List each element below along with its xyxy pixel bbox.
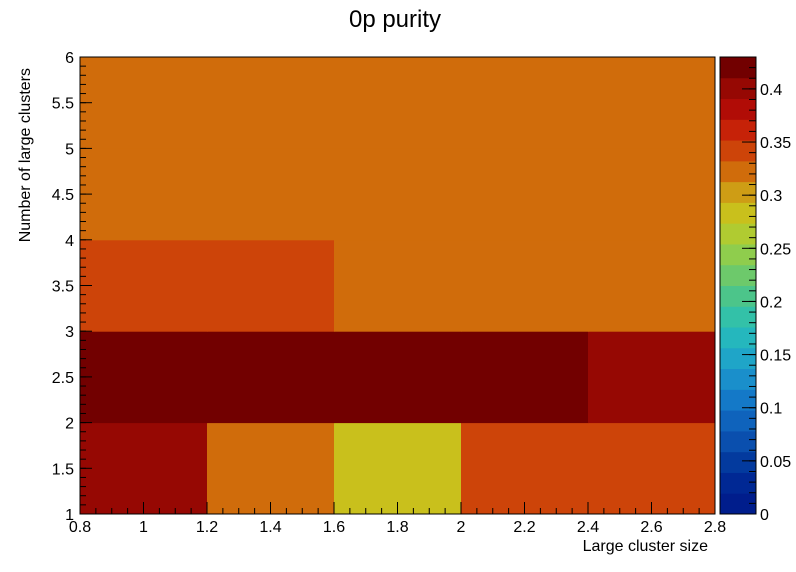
color-scale-band [720,389,756,411]
color-scale-band [720,243,756,266]
color-scale-band [720,451,756,473]
color-scale-band [720,472,756,494]
y-tick-label: 4 [65,233,74,250]
heatmap-cell [588,331,716,424]
color-scale: 0 0.05 0.1 0.15 0.2 0.25 0.3 0.35 0.4 [719,56,791,524]
color-scale-band [720,119,756,141]
heatmap-cell [207,148,335,241]
heatmap-cell [461,57,589,149]
color-scale-band [720,140,756,162]
color-scale-tick-label: 0.1 [760,401,782,418]
color-scale-band [720,410,756,432]
heatmap-cell [461,331,589,424]
color-scale-tick-label: 0.25 [760,241,791,258]
y-tick-label: 3.5 [52,279,74,296]
y-tick-label: 1.5 [52,461,74,478]
color-scale-band [720,223,756,245]
chart-title: 0p purity [349,6,441,33]
color-scale-tick-label: 0.3 [760,188,782,205]
x-tick-label: 2.2 [513,519,535,536]
color-scale-band [720,160,756,183]
heatmap-cell [334,239,462,332]
heatmap-cell [207,239,335,332]
x-tick-label: 2.8 [704,519,726,536]
heatmap-cell [207,57,335,149]
y-tick-label: 4.5 [52,187,74,204]
x-tick-label: 1.6 [323,519,345,536]
heatmap-cell [207,422,335,515]
color-scale-band [720,264,756,286]
x-tick-label: 1.2 [196,519,218,536]
color-scale-band [720,98,756,120]
color-scale-tick-label: 0.05 [760,454,791,471]
x-tick-label: 2.4 [577,519,599,536]
x-tick-label: 1.4 [259,519,281,536]
y-tick-label: 1 [65,507,74,524]
y-axis-label: Number of large clusters [17,68,34,242]
x-axis-label: Large cluster size [583,538,708,555]
heatmap-cell [80,422,208,515]
heatmap-cell [588,422,716,515]
color-scale-border [719,56,757,515]
color-scale-band [720,57,756,79]
heatmap-cell [334,422,462,515]
color-scale-band [720,306,756,328]
color-scale-band [720,368,756,390]
color-scale-band [720,327,756,349]
x-tick-label: 1.8 [386,519,408,536]
heatmap-cell [334,148,462,241]
x-tick-label: 1 [139,519,148,536]
x-axis: 0.8 1 1.2 1.4 1.6 1.8 2 2.2 2.4 2.6 2.8 [69,502,726,536]
color-scale-band [720,285,756,307]
y-tick-label: 5 [65,141,74,158]
color-scale-band [720,181,756,203]
color-scale-tick-label: 0.35 [760,135,791,152]
heatmap-cell [334,331,462,424]
color-scale-band [720,493,756,515]
y-tick-label: 3 [65,324,74,341]
y-tick-label: 6 [65,50,74,67]
color-scale-tick-label: 0.2 [760,294,782,311]
heatmap-cell [80,331,208,424]
y-tick-label: 2 [65,416,74,433]
color-scale-band [720,430,756,453]
color-scale-tick-label: 0 [760,507,769,524]
color-scale-band [720,77,756,100]
heatmap-cell [461,148,589,241]
color-scale-band [720,202,756,224]
y-axis: 1 1.5 2 2.5 3 3.5 4 4.5 5 5.5 6 [52,50,92,524]
x-tick-label: 2.6 [640,519,662,536]
color-scale-band [720,347,756,370]
y-tick-label: 5.5 [52,96,74,113]
y-tick-label: 2.5 [52,370,74,387]
x-tick-label: 2 [457,519,466,536]
heatmap-cell [588,148,716,241]
heatmap-cell [207,331,335,424]
heatmap-cell [80,57,208,149]
heatmap-cell [461,422,589,515]
x-tick-label: 0.8 [69,519,91,536]
heatmap-cell [461,239,589,332]
color-scale-tick-label: 0.4 [760,82,782,99]
heatmap-cell [588,239,716,332]
color-scale-tick-label: 0.15 [760,348,791,365]
heatmap-cells [80,57,716,515]
heatmap-cell [80,239,208,332]
heatmap-cell [334,57,462,149]
heatmap-cell [588,57,716,149]
heatmap-cell [80,148,208,241]
